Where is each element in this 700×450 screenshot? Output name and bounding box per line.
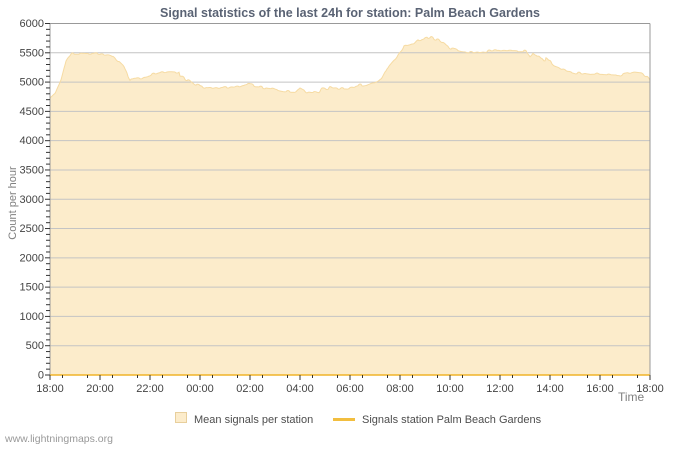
svg-text:22:00: 22:00 <box>136 383 164 395</box>
svg-text:2000: 2000 <box>20 252 44 264</box>
svg-text:2500: 2500 <box>20 223 44 235</box>
svg-text:0: 0 <box>38 370 44 382</box>
svg-text:18:00: 18:00 <box>36 383 64 395</box>
svg-text:08:00: 08:00 <box>386 383 414 395</box>
svg-text:4500: 4500 <box>20 106 44 118</box>
svg-text:20:00: 20:00 <box>86 383 114 395</box>
svg-text:4000: 4000 <box>20 135 44 147</box>
svg-text:1500: 1500 <box>20 282 44 294</box>
svg-text:5000: 5000 <box>20 77 44 89</box>
svg-text:3500: 3500 <box>20 164 44 176</box>
svg-text:10:00: 10:00 <box>436 383 464 395</box>
svg-text:02:00: 02:00 <box>236 383 264 395</box>
svg-text:00:00: 00:00 <box>186 383 214 395</box>
svg-text:12:00: 12:00 <box>486 383 514 395</box>
svg-text:500: 500 <box>26 340 44 352</box>
svg-text:3000: 3000 <box>20 194 44 206</box>
svg-text:16:00: 16:00 <box>586 383 614 395</box>
svg-text:04:00: 04:00 <box>286 383 314 395</box>
svg-text:1000: 1000 <box>20 311 44 323</box>
svg-text:5500: 5500 <box>20 47 44 59</box>
svg-text:06:00: 06:00 <box>336 383 364 395</box>
svg-text:14:00: 14:00 <box>536 383 564 395</box>
